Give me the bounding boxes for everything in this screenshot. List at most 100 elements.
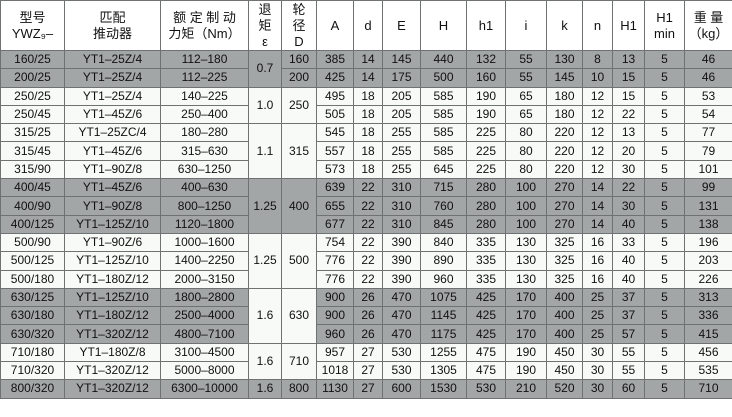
cell-d: 14 [353, 68, 383, 88]
cell-h1: 40 [612, 269, 645, 289]
cell-weight: 313 [684, 287, 732, 308]
cell-torque: 180–280 [160, 123, 249, 143]
table-row: 500/125 YT1–125Z/10 1400–2250 776 22 390 890 33… [0, 251, 732, 271]
cell-k: 220 [546, 159, 583, 180]
cell-k: 400 [546, 306, 583, 326]
cell-h1-min: 5 [644, 49, 685, 70]
cell-h1-lower: 225 [466, 159, 506, 180]
cell-actuator: YT1–180Z/8 [64, 342, 161, 363]
cell-h1-min: 5 [644, 342, 685, 363]
cell-actuator: YT1–320Z/12 [64, 379, 161, 399]
table-row: 500/90 YT1–90Z/6 1000–1600 1.25 500 754 22 390 8… [0, 232, 732, 289]
header-model: 型号 YWZ₉– [0, 0, 65, 51]
header-e: E [382, 0, 421, 51]
header-weight: 重 量（kg） [684, 0, 732, 51]
cell-torque: 112–225 [160, 68, 249, 88]
cell-k: 325 [546, 269, 583, 289]
table-row: 710/320 YT1–320Z/12 5000–8000 1018 27 530 1305… [0, 361, 732, 381]
cell-e: 470 [382, 324, 421, 344]
cell-h1-lower: 425 [466, 287, 506, 308]
cell-h1-lower: 425 [466, 306, 506, 326]
cell-h1-lower: 280 [466, 196, 506, 216]
cell-h1-lower: 335 [466, 251, 506, 271]
cell-h: 960 [420, 269, 467, 289]
cell-h1-min: 5 [644, 214, 685, 234]
cell-e: 145 [382, 49, 421, 70]
table-row: 630/125 YT1–125Z/10 1800–2800 1.6 630 900 26 47… [0, 287, 732, 344]
cell-h1: 33 [612, 232, 645, 253]
cell-torque: 140–225 [160, 86, 249, 106]
cell-n: 25 [582, 324, 613, 344]
cell-h1: 20 [612, 141, 645, 161]
cell-a: 900 [316, 287, 354, 308]
table-row: 315/90 YT1–90Z/8 630–1250 573 18 255 645 225 80 2… [0, 159, 732, 180]
cell-h: 1255 [420, 342, 467, 363]
cell-h1-min: 5 [644, 159, 685, 180]
cell-model: 500/180 [0, 269, 65, 289]
header-text: YWZ₉– [11, 25, 54, 41]
cell-i: 55 [505, 49, 547, 70]
cell-d: 22 [353, 196, 383, 216]
cell-actuator: YT1–90Z/8 [64, 196, 161, 216]
header-text: k [561, 17, 568, 33]
cell-e: 205 [382, 86, 421, 106]
cell-h1-lower: 225 [466, 141, 506, 161]
header-i: i [505, 0, 547, 51]
cell-h1-lower: 160 [466, 68, 506, 88]
header-text: 重 量 [693, 9, 724, 25]
header-text: H1 [656, 9, 673, 25]
cell-e: 390 [382, 269, 421, 289]
cell-actuator: YT1–25ZC/4 [64, 123, 161, 143]
cell-i: 80 [505, 141, 547, 161]
cell-model: 400/90 [0, 196, 65, 216]
cell-h1-lower: 190 [466, 86, 506, 106]
cell-h1: 40 [612, 251, 645, 271]
cell-actuator: YT1–45Z/6 [64, 178, 161, 198]
cell-k: 130 [546, 49, 583, 70]
cell-e: 470 [382, 306, 421, 326]
header-text: H1 [620, 17, 637, 33]
cell-weight: 46 [684, 49, 732, 70]
cell-actuator: YT1–25Z/4 [64, 49, 161, 70]
cell-k: 400 [546, 324, 583, 344]
header-text: h1 [478, 17, 494, 33]
cell-actuator: YT1–90Z/8 [64, 159, 161, 180]
cell-h: 1175 [420, 324, 467, 344]
cell-i: 210 [505, 379, 547, 399]
header-text: 力矩（Nm） [168, 25, 241, 41]
header-text: n [593, 17, 602, 33]
cell-model: 710/320 [0, 361, 65, 381]
cell-model: 500/90 [0, 232, 65, 253]
cell-h1-lower: 190 [466, 104, 506, 125]
cell-h1-lower: 335 [466, 269, 506, 289]
cell-h: 760 [420, 196, 467, 216]
cell-model: 800/320 [0, 379, 65, 399]
cell-k: 270 [546, 196, 583, 216]
cell-actuator: YT1–25Z/4 [64, 86, 161, 106]
cell-weight: 53 [684, 86, 732, 106]
cell-actuator: YT1–45Z/6 [64, 141, 161, 161]
cell-h1: 13 [612, 49, 645, 70]
cell-a: 960 [316, 324, 354, 344]
table-row: 160/25 YT1–25Z/4 112–180 0.7 160 385 14 145 440 1… [0, 49, 732, 88]
cell-h1: 55 [612, 342, 645, 363]
cell-k: 325 [546, 251, 583, 271]
cell-weight: 710 [684, 379, 732, 399]
cell-h1: 55 [612, 361, 645, 381]
header-text: 退 [258, 1, 272, 17]
cell-torque: 400–630 [160, 178, 249, 198]
cell-e: 310 [382, 196, 421, 216]
cell-n: 16 [582, 251, 613, 271]
cell-model: 710/180 [0, 342, 65, 363]
cell-e: 205 [382, 104, 421, 125]
cell-e: 530 [382, 361, 421, 381]
cell-n: 14 [582, 214, 613, 234]
cell-h1: 22 [612, 178, 645, 198]
cell-i: 100 [505, 214, 547, 234]
table-row: 250/25 YT1–25Z/4 140–225 1.0 250 495 18 205 585 1… [0, 86, 732, 125]
table-row: 315/45 YT1–45Z/6 315–630 557 18 255 585 225 80 22… [0, 141, 732, 161]
cell-n: 12 [582, 86, 613, 106]
cell-actuator: YT1–180Z/12 [64, 269, 161, 289]
